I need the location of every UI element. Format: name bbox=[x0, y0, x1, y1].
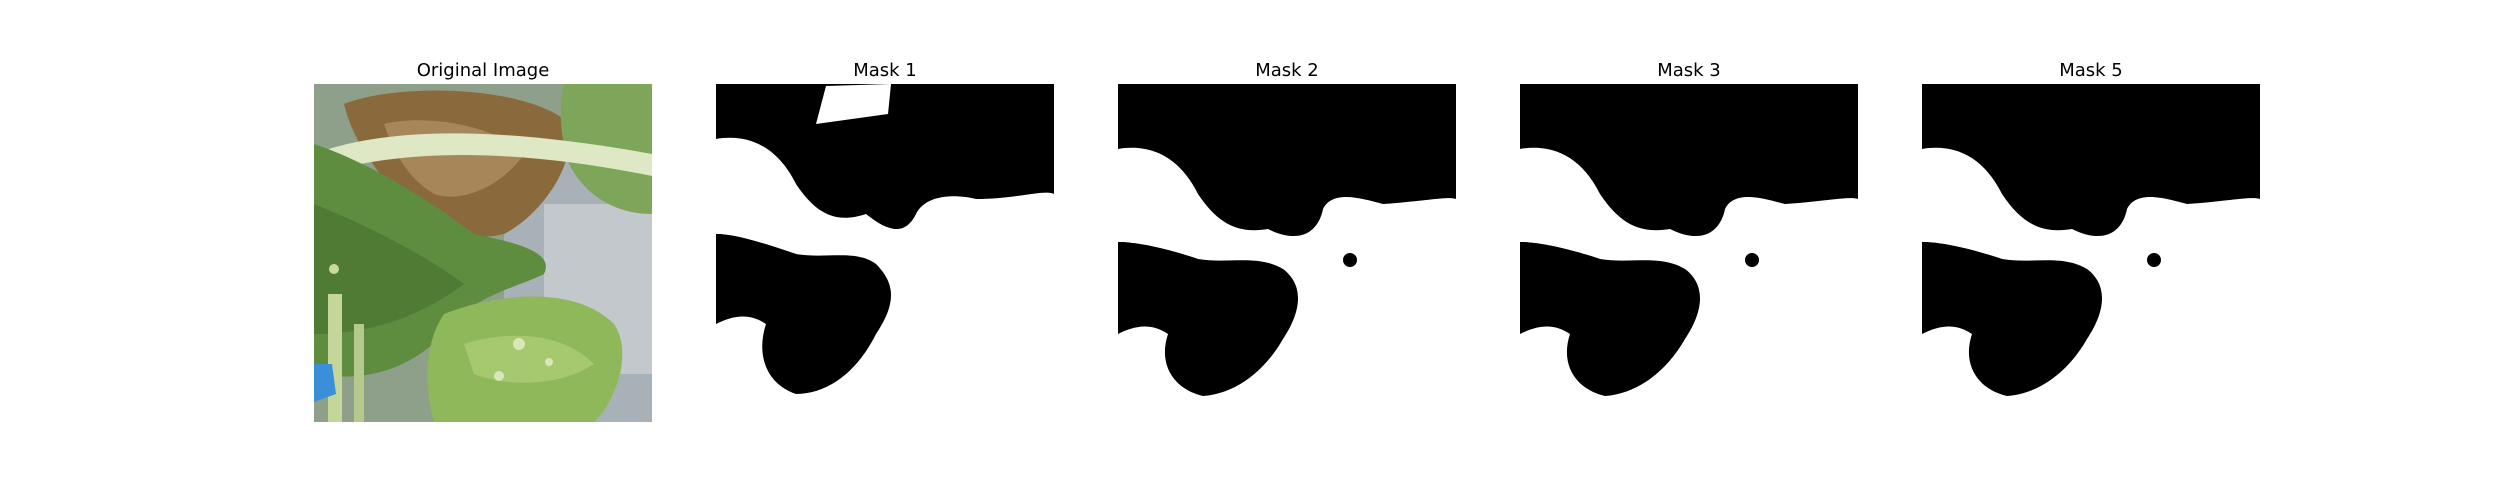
mask-3-image bbox=[1520, 84, 1858, 422]
panel-title: Mask 3 bbox=[1657, 60, 1721, 81]
panel-original-image: Original Image bbox=[314, 58, 652, 422]
panel-mask-1: Mask 1 bbox=[716, 58, 1054, 422]
mask-2-image bbox=[1118, 84, 1456, 422]
panel-title: Mask 2 bbox=[1255, 60, 1319, 81]
panel-mask-2: Mask 2 bbox=[1118, 58, 1456, 422]
mask-1-image bbox=[716, 84, 1054, 422]
mask-5-image bbox=[1922, 84, 2260, 422]
panel-mask-3: Mask 3 bbox=[1520, 58, 1858, 422]
panel-title: Original Image bbox=[416, 60, 550, 81]
panel-title: Mask 5 bbox=[2059, 60, 2123, 81]
original-image bbox=[314, 84, 652, 422]
panel-title: Mask 1 bbox=[853, 60, 917, 81]
panel-mask-5: Mask 5 bbox=[1922, 58, 2260, 422]
